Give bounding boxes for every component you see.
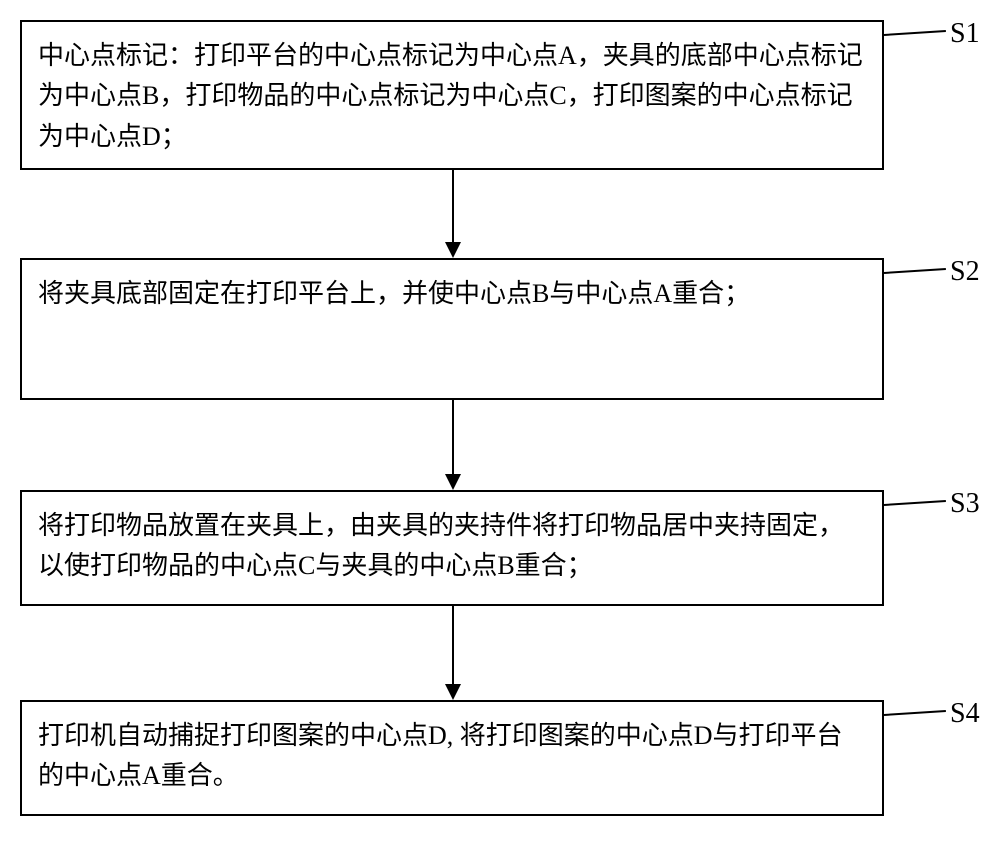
flow-arrow-shaft-3 — [452, 606, 454, 684]
step-label-s3: S3 — [950, 488, 980, 520]
step-label-s2: S2 — [950, 256, 980, 288]
flow-arrow-shaft-1 — [452, 170, 454, 242]
step-box-s3: 将打印物品放置在夹具上，由夹具的夹持件将打印物品居中夹持固定，以使打印物品的中心… — [20, 490, 884, 606]
step-box-s2: 将夹具底部固定在打印平台上，并使中心点B与中心点A重合； — [20, 258, 884, 400]
step-pointer-s2 — [884, 268, 946, 274]
flowchart-canvas: 中心点标记：打印平台的中心点标记为中心点A，夹具的底部中心点标记为中心点B，打印… — [0, 0, 1000, 864]
flow-arrow-head-2 — [445, 474, 461, 490]
step-text: 打印机自动捕捉打印图案的中心点D, 将打印图案的中心点D与打印平台的中心点A重合… — [38, 721, 843, 790]
flow-arrow-shaft-2 — [452, 400, 454, 474]
step-text: 将打印物品放置在夹具上，由夹具的夹持件将打印物品居中夹持固定，以使打印物品的中心… — [38, 511, 844, 580]
step-label-s1: S1 — [950, 18, 980, 50]
step-pointer-s3 — [884, 500, 946, 506]
step-pointer-s1 — [884, 30, 946, 36]
step-pointer-s4 — [884, 710, 946, 716]
step-text: 将夹具底部固定在打印平台上，并使中心点B与中心点A重合； — [38, 279, 750, 308]
flow-arrow-head-1 — [445, 242, 461, 258]
step-label-s4: S4 — [950, 698, 980, 730]
flow-arrow-head-3 — [445, 684, 461, 700]
step-box-s4: 打印机自动捕捉打印图案的中心点D, 将打印图案的中心点D与打印平台的中心点A重合… — [20, 700, 884, 816]
step-text: 中心点标记：打印平台的中心点标记为中心点A，夹具的底部中心点标记为中心点B，打印… — [38, 41, 863, 151]
step-box-s1: 中心点标记：打印平台的中心点标记为中心点A，夹具的底部中心点标记为中心点B，打印… — [20, 20, 884, 170]
